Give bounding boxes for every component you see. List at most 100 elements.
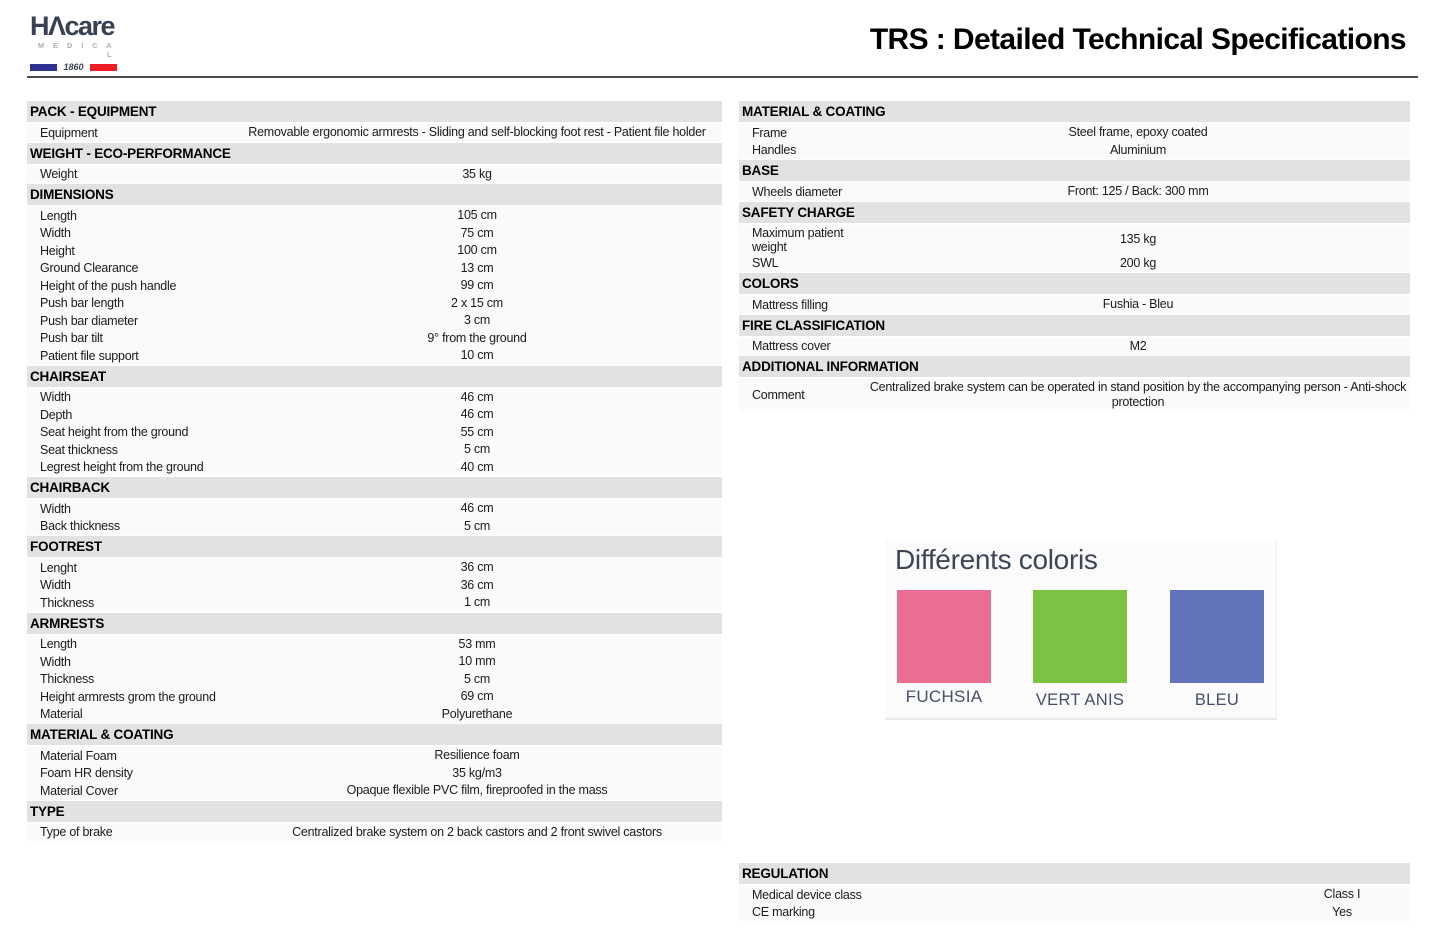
color-swatch: FUCHSIA <box>897 590 991 707</box>
spec-label: Push bar diameter <box>40 313 138 328</box>
section-rows: Equipment Removable ergonomic armrests -… <box>27 124 722 142</box>
spec-label: Push bar tilt <box>40 331 103 346</box>
section-header: CHAIRSEAT <box>27 365 722 387</box>
spec-row: Patient file support 10 cm <box>27 347 722 365</box>
spec-row: Legrest height from the ground 40 cm <box>27 458 722 476</box>
color-options-title: Différents coloris <box>895 544 1098 575</box>
section-header: DIMENSIONS <box>27 184 722 205</box>
spec-value: Polyurethane <box>441 706 513 721</box>
section-rows: Weight 35 kg <box>27 165 722 183</box>
spec-row: Comment Centralized brake system can be … <box>739 379 1410 411</box>
spec-section: COLORS Mattress filling Fushia - Bleu <box>739 273 1410 314</box>
brand-year: 1860 <box>63 62 84 72</box>
spec-column-right: MATERIAL & COATING Frame Steel frame, ep… <box>739 100 1410 411</box>
spec-row: Foam HR density 35 kg/m3 <box>27 764 722 782</box>
section-rows: Type of brake Centralized brake system o… <box>27 823 722 841</box>
spec-value: 200 kg <box>1119 255 1157 270</box>
spec-section: CHAIRSEAT Width 46 cm Depth 46 cm <box>27 365 722 476</box>
hacare-logo: HΛcare M E D I C A L 1860 <box>30 13 117 72</box>
spec-value: 135 kg <box>1119 232 1157 246</box>
spec-value: 13 cm <box>460 260 494 275</box>
section-rows: Medical device class Class I CE marking … <box>739 886 1410 921</box>
page-title: TRS : Detailed Technical Specifications <box>869 23 1407 56</box>
section-rows: Lenght 36 cm Width 36 cm Thickness 1 cm <box>27 559 722 612</box>
spec-value: 5 cm <box>463 671 491 686</box>
spec-value: 40 cm <box>460 459 494 474</box>
swatch-color-box <box>1033 590 1127 683</box>
spec-value: 1 cm <box>463 595 491 610</box>
spec-row: Wheels diameter Front: 125 / Back: 300 m… <box>739 183 1410 201</box>
brand-wordmark: HΛcare <box>30 11 116 41</box>
spec-value: 35 kg/m3 <box>452 765 502 780</box>
spec-label: SWL <box>752 256 779 271</box>
section-header: FOOTREST <box>27 536 722 557</box>
spec-row: Width 75 cm <box>27 224 722 242</box>
spec-value: 2 x 15 cm <box>451 295 503 310</box>
section-header: MATERIAL & COATING <box>27 724 722 745</box>
spec-row: Material Cover Opaque flexible PVC film,… <box>27 782 722 800</box>
spec-row: Material Foam Resilience foam <box>27 747 722 765</box>
section-rows: Maximum patient weight 135 kg SWL 200 kg <box>739 224 1410 272</box>
spec-label: Seat height from the ground <box>40 425 189 440</box>
spec-label: Width <box>40 654 71 669</box>
spec-label: Wheels diameter <box>752 184 843 199</box>
section-rows: Comment Centralized brake system can be … <box>739 379 1410 411</box>
spec-label: Width <box>40 501 71 516</box>
spec-section: DIMENSIONS Length 105 cm Width 75 cm <box>27 184 722 365</box>
spec-value: Centralized brake system can be operated… <box>869 380 1407 409</box>
spec-label: Back thickness <box>40 519 120 534</box>
color-swatch: BLEU <box>1170 590 1264 710</box>
section-header: ADDITIONAL INFORMATION <box>739 356 1410 377</box>
spec-value: Removable ergonomic armrests - Sliding a… <box>248 125 706 140</box>
spec-label: Thickness <box>40 672 95 687</box>
spec-section: BASE Wheels diameter Front: 125 / Back: … <box>739 160 1410 201</box>
spec-value: 75 cm <box>460 225 494 240</box>
spec-section: ADDITIONAL INFORMATION Comment Centraliz… <box>739 356 1410 411</box>
spec-section: FOOTREST Lenght 36 cm Width 36 cm <box>27 536 722 612</box>
section-header: FIRE CLASSIFICATION <box>739 314 1410 336</box>
spec-label: Lenght <box>40 560 77 575</box>
spec-label: Mattress cover <box>752 339 831 354</box>
regulation-section: REGULATION Medical device class Class I … <box>739 862 1410 921</box>
spec-value: 36 cm <box>460 577 494 592</box>
section-rows: Mattress cover M2 <box>739 337 1410 355</box>
section-rows: Mattress filling Fushia - Bleu <box>739 296 1410 314</box>
spec-row: Push bar diameter 3 cm <box>27 312 722 330</box>
section-rows: Material Foam Resilience foam Foam HR de… <box>27 747 722 800</box>
spec-value: 5 cm <box>463 442 491 457</box>
spec-label: Height of the push handle <box>40 278 177 293</box>
spec-value: Fushia - Bleu <box>1102 297 1174 312</box>
swatch-color-box <box>897 590 991 683</box>
spec-value: Front: 125 / Back: 300 mm <box>1067 184 1209 199</box>
section-header: REGULATION <box>739 863 1410 884</box>
spec-label: Length <box>40 208 77 223</box>
spec-value: Yes <box>1332 904 1352 919</box>
spec-value: 53 mm <box>458 636 496 651</box>
brand-flag: 1860 <box>30 62 117 72</box>
spec-value: 36 cm <box>460 560 494 575</box>
spec-label: Mattress filling <box>752 297 828 312</box>
color-options-panel: Différents coloris FUCHSIA VERT ANIS BLE… <box>885 540 1277 720</box>
swatch-label: VERT ANIS <box>1035 691 1125 709</box>
section-header: ARMRESTS <box>27 612 722 634</box>
section-rows: Width 46 cm Depth 46 cm Seat height from… <box>27 388 722 476</box>
spec-row: Height 100 cm <box>27 242 722 260</box>
spec-row: Frame Steel frame, epoxy coated <box>739 124 1410 142</box>
spec-section: FIRE CLASSIFICATION Mattress cover M2 <box>739 314 1410 355</box>
section-header: SAFETY CHARGE <box>739 201 1410 223</box>
spec-label: Ground Clearance <box>40 261 139 276</box>
spec-row: Seat thickness 5 cm <box>27 441 722 459</box>
spec-row: SWL 200 kg <box>739 254 1410 272</box>
spec-row: Handles Aluminium <box>739 141 1410 159</box>
header-divider <box>27 76 1418 78</box>
spec-label: Handles <box>752 143 797 158</box>
spec-section: MATERIAL & COATING Material Foam Resilie… <box>27 724 722 800</box>
spec-row: Equipment Removable ergonomic armrests -… <box>27 124 722 142</box>
spec-value: 3 cm <box>463 313 491 328</box>
spec-value: 46 cm <box>460 501 494 516</box>
spec-label: Weight <box>40 167 78 182</box>
spec-value: 99 cm <box>460 278 494 293</box>
spec-label: Material Cover <box>40 783 118 798</box>
spec-value: 9° from the ground <box>427 330 527 345</box>
